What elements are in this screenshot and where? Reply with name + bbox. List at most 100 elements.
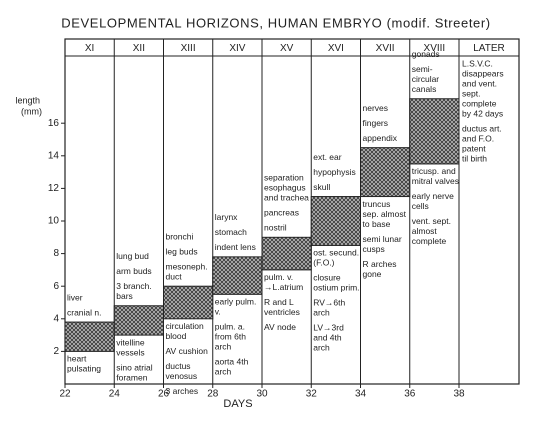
column-note: v. [215, 307, 221, 317]
column-note: closure [313, 273, 341, 283]
column-note: complete [462, 98, 497, 108]
column-note: heart [67, 354, 87, 364]
column-note: disappears [462, 68, 504, 78]
column-note: canals [412, 84, 437, 94]
column-note: mesoneph. [166, 261, 208, 271]
column-note: circulation [166, 321, 205, 331]
length-range [113, 305, 164, 336]
column-note: by 42 days [462, 108, 503, 118]
column-note: L.S.V.C. [462, 58, 493, 68]
column-note: LV→3rd [313, 323, 344, 333]
column-note: and 4th [313, 333, 342, 343]
column-note: early nerve [412, 191, 454, 201]
column-note: indent lens [215, 242, 256, 252]
column-note: arch [313, 343, 330, 353]
column-note: bronchi [166, 231, 194, 241]
column-note: aorta 4th [215, 357, 249, 367]
length-range [64, 321, 115, 352]
column-note: semi lunar [363, 234, 402, 244]
column-note: circular [412, 74, 440, 84]
column-note: sep. almost [363, 209, 407, 219]
column-note: gonads [412, 49, 440, 59]
column-note: and trachea [264, 193, 309, 203]
length-range [409, 98, 460, 165]
column-note: mitral valves [412, 176, 459, 186]
y-tick-label: 10 [48, 216, 60, 227]
column-note: R arches [363, 259, 397, 269]
length-range [212, 256, 263, 295]
column-note: sept. [462, 88, 480, 98]
column-header: XIV [229, 43, 245, 54]
column-note: duct [166, 271, 183, 281]
column-note: AV node [264, 322, 296, 332]
column-note: gone [363, 269, 382, 279]
x-tick-label: 34 [355, 389, 367, 400]
column-note: arch [215, 367, 232, 377]
column-note: arch [313, 308, 330, 318]
column-note: skull [313, 182, 330, 192]
x-tick-label: 38 [453, 389, 465, 400]
column-note: ductus art. [462, 123, 502, 133]
column-note: sino atrial [116, 362, 152, 372]
length-range [163, 285, 214, 320]
y-tick-label: 14 [48, 150, 60, 161]
column-note: pulm. a. [215, 322, 245, 332]
column-note: and F.O. [462, 133, 494, 143]
y-tick-label: 8 [53, 248, 59, 259]
column-header: LATER [473, 43, 505, 54]
column-note: pulsating [67, 364, 101, 374]
column-note: to base [363, 219, 391, 229]
column-note: (F.O.) [313, 258, 334, 268]
column-note: early pulm. [215, 297, 257, 307]
column-note: →L.atrium [264, 282, 303, 292]
column-note: truncus [363, 199, 391, 209]
column-header: XI [85, 43, 94, 54]
column-note: cranial n. [67, 307, 102, 317]
column-note: esophagus [264, 183, 306, 193]
column-note: foramen [116, 372, 147, 382]
column-note: separation [264, 173, 304, 183]
column-note: bars [116, 291, 133, 301]
column-note: lung bud [116, 251, 149, 261]
column-note: 3 branch. [116, 281, 151, 291]
column-note: leg buds [166, 246, 198, 256]
length-range [261, 236, 312, 271]
column-header: XVI [328, 43, 344, 54]
column-note: hypophysis [313, 167, 356, 177]
y-tick-label: 2 [53, 346, 59, 357]
column-note: venosus [166, 371, 198, 381]
column-note: nerves [363, 103, 389, 113]
x-tick-label: 30 [256, 389, 268, 400]
column-note: ost. secund. [313, 248, 359, 258]
column-note: ductus [166, 361, 191, 371]
y-tick-label: 16 [48, 118, 60, 129]
column-note: and vent. [462, 78, 497, 88]
x-axis-label: DAYS [223, 398, 252, 410]
x-tick-label: 26 [158, 389, 170, 400]
x-tick-label: 22 [59, 389, 71, 400]
x-tick-label: 24 [109, 389, 121, 400]
column-note: ventricles [264, 307, 300, 317]
column-note: cells [412, 201, 429, 211]
column-note: AV cushion [166, 346, 209, 356]
column-note: stomach [215, 227, 247, 237]
column-note: semi- [412, 64, 433, 74]
x-tick-label: 28 [207, 389, 219, 400]
y-tick-label: 12 [48, 183, 60, 194]
y-tick-label: 4 [53, 313, 59, 324]
column-note: vent. sept. [412, 216, 451, 226]
column-note: arch [215, 342, 232, 352]
column-note: tricusp. and [412, 166, 456, 176]
column-note: larynx [215, 212, 238, 222]
x-tick-label: 32 [306, 389, 318, 400]
column-header: XV [280, 43, 294, 54]
column-note: patent [462, 143, 486, 153]
column-note: from 6th [215, 332, 246, 342]
column-note: 3 arches [166, 386, 199, 396]
column-note: ostium prim. [313, 283, 359, 293]
column-note: arm buds [116, 266, 151, 276]
length-range [360, 147, 411, 198]
column-note: liver [67, 292, 83, 302]
column-note: ext. ear [313, 152, 342, 162]
column-note: vessels [116, 347, 144, 357]
